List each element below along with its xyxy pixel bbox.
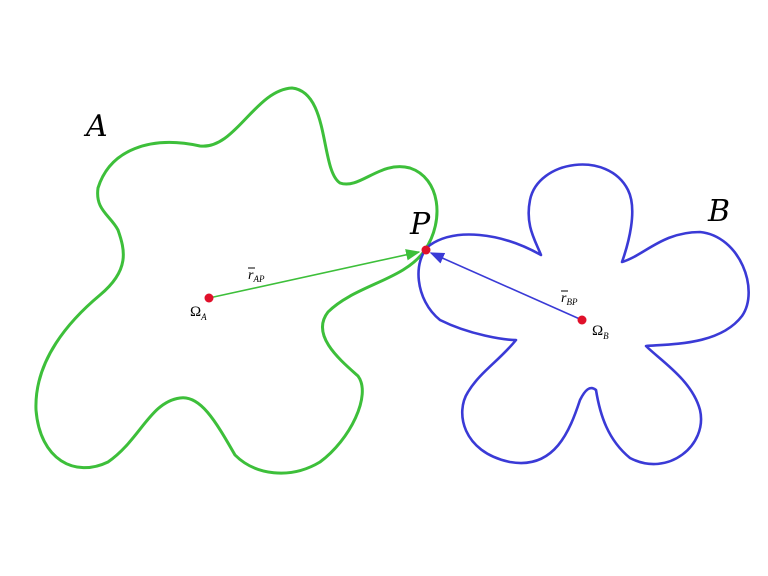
body-b-label: B xyxy=(707,194,730,229)
contact-point-label: P xyxy=(409,207,431,242)
vector-ap-label: rAP xyxy=(248,267,265,284)
vector-ap-arrow xyxy=(208,249,421,299)
vector-bp-arrow xyxy=(429,252,583,321)
contact-point-p xyxy=(421,245,431,255)
body-a-label: A xyxy=(83,109,108,144)
center-a-point xyxy=(204,293,214,303)
body-b-outline xyxy=(417,163,750,466)
center-b-label: ΩB xyxy=(592,323,609,341)
svg-text:rAP: rAP xyxy=(248,268,265,284)
center-b-point xyxy=(577,315,587,325)
vector-bp-label: rBP xyxy=(561,290,578,307)
body-a-outline xyxy=(34,86,439,475)
svg-text:rBP: rBP xyxy=(561,291,578,307)
center-a-label: ΩA xyxy=(190,304,207,322)
